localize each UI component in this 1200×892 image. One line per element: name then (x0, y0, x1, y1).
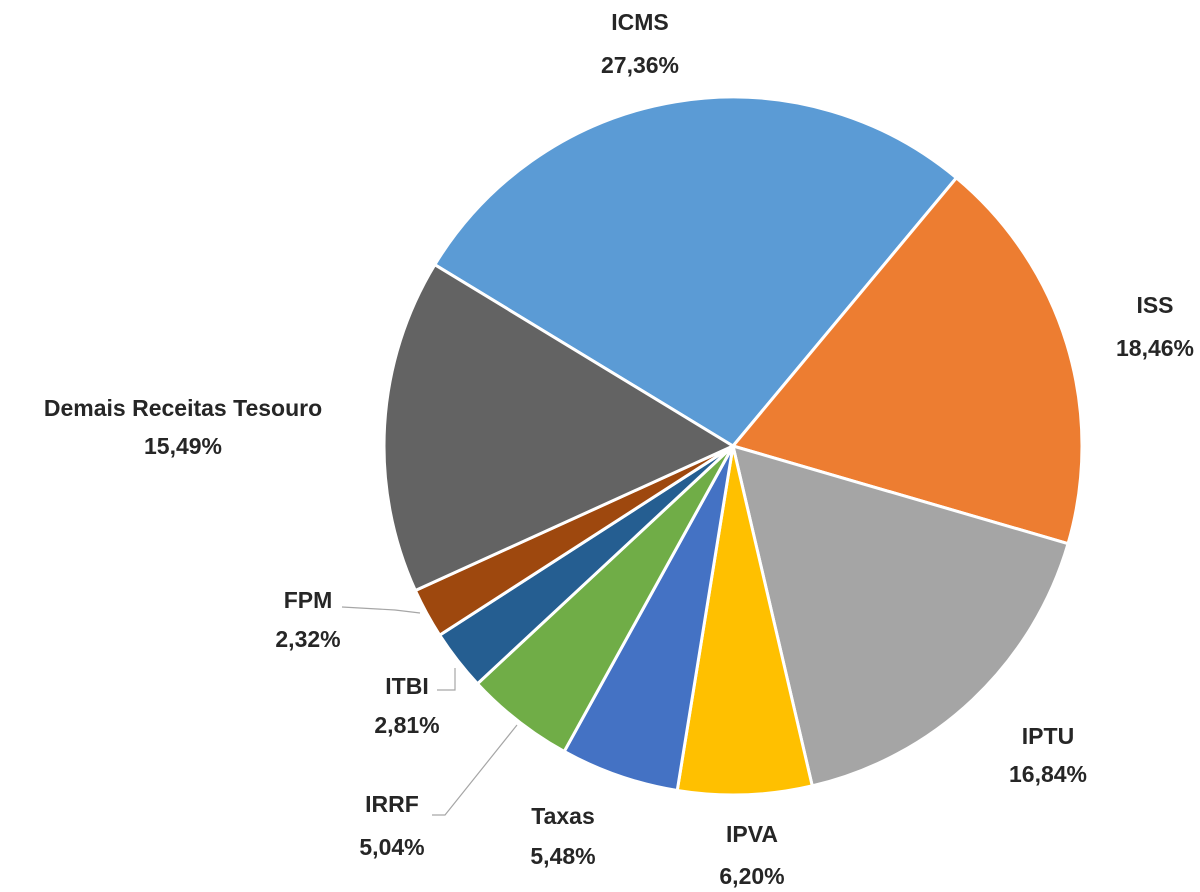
leader-line (432, 724, 518, 816)
value-label: 27,36% (601, 52, 679, 78)
leader-line (437, 668, 456, 691)
value-label: 18,46% (1116, 335, 1194, 361)
leader-line (341, 606, 421, 614)
value-label: 16,84% (1009, 761, 1087, 787)
value-label: 2,81% (374, 712, 439, 738)
category-label: IPVA (726, 821, 778, 847)
value-label: 5,04% (359, 834, 424, 860)
category-label: IPTU (1022, 723, 1074, 749)
slice (675, 445, 815, 797)
category-label: Demais Receitas Tesouro (44, 395, 322, 421)
category-label: Taxas (531, 803, 595, 829)
labels: ICMS 27,36% ISS 18,46% IPTU 16,84% IPVA 6,20% Ta… (44, 9, 1194, 889)
slice (382, 262, 737, 593)
pie (382, 95, 1084, 797)
value-label: 15,49% (144, 433, 222, 459)
slice (730, 175, 1084, 546)
category-label: ISS (1136, 292, 1173, 318)
category-label: ITBI (385, 673, 428, 699)
value-label: 5,48% (530, 843, 595, 869)
category-label: ICMS (611, 9, 669, 35)
value-label: 6,20% (719, 863, 784, 889)
value-label: 2,32% (275, 626, 340, 652)
category-label: IRRF (365, 791, 419, 817)
slice (432, 95, 959, 448)
category-label: FPM (284, 587, 333, 613)
slice (730, 443, 1070, 788)
